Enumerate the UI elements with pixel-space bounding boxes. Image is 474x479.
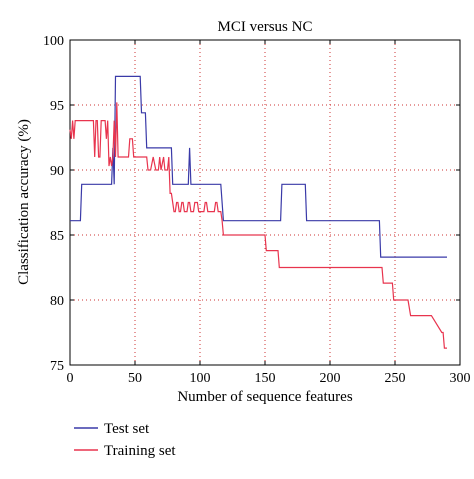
x-tick-label: 300 — [450, 371, 471, 386]
y-tick-label: 75 — [50, 359, 64, 374]
grid — [70, 40, 460, 365]
chart-title: MCI versus NC — [217, 19, 312, 35]
y-tick-label: 100 — [43, 34, 64, 49]
x-tick-label: 250 — [385, 371, 406, 386]
legend-label-training-set: Training set — [104, 443, 176, 459]
x-tick-label: 150 — [255, 371, 276, 386]
legend: Test set Training set — [74, 421, 176, 459]
legend-label-test-set: Test set — [104, 421, 150, 437]
y-tick-label: 90 — [50, 164, 64, 179]
y-tick-label: 80 — [50, 294, 64, 309]
x-tick-label: 200 — [320, 371, 341, 386]
y-tick-label: 95 — [50, 99, 64, 114]
y-axis-label: Classification accuracy (%) — [16, 119, 32, 285]
y-tick-label: 85 — [50, 229, 64, 244]
series-layer — [69, 75, 447, 349]
axis-ticks: 0 50 100 150 200 250 300 75 80 85 90 95 100 — [43, 34, 471, 386]
x-tick-label: 50 — [128, 371, 142, 386]
series-line-test-set — [70, 75, 447, 258]
series-line-training-set — [69, 102, 447, 349]
x-axis-label: Number of sequence features — [177, 389, 352, 405]
x-tick-label: 100 — [190, 371, 211, 386]
x-tick-label: 0 — [67, 371, 74, 386]
